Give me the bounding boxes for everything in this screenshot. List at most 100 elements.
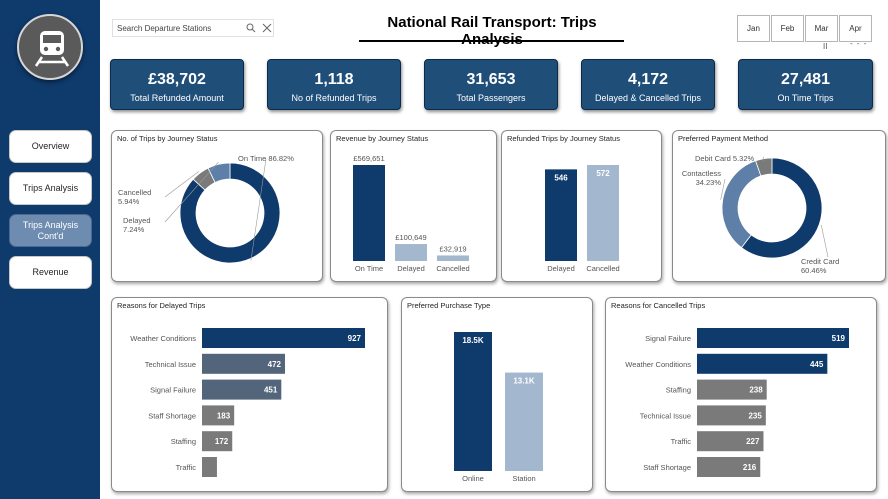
chart-title: Revenue by Journey Status [336, 134, 429, 143]
kpi-value: 31,653 [466, 71, 516, 88]
category-label-signal-failure: Signal Failure [645, 334, 691, 343]
bar-delayed [395, 244, 427, 261]
payment-method-card: Preferred Payment Method Credit Card 60.4… [672, 130, 886, 282]
category-label-traffic: Traffic [671, 437, 692, 446]
month-apr-button[interactable]: Apr [839, 15, 872, 42]
nav-trips-analysis-contd-label: Trips Analysis Cont'd [22, 219, 79, 241]
category-label-cancelled: Cancelled [436, 264, 469, 273]
bar-value-signal-failure: 519 [832, 334, 846, 343]
bar-signal-failure [202, 379, 282, 400]
donut-slice-on-time [179, 162, 281, 264]
bar-traffic [202, 457, 217, 477]
nav-trips-analysis-button[interactable]: Trips Analysis [9, 172, 92, 205]
bar-value-traffic: 227 [746, 437, 760, 446]
bar-value-on-time: £569,651 [353, 154, 384, 163]
category-label-staffing: Staffing [666, 386, 691, 395]
bar-online [454, 332, 492, 471]
chart-title: No. of Trips by Journey Status [117, 134, 218, 143]
slice-label-debit-card: Debit Card 5.32% [695, 154, 755, 163]
refunded-by-status-bars: 546 Delayed 572 Cancelled [545, 165, 620, 273]
bar-on-time [353, 165, 385, 261]
bar-value-technical-issue: 472 [268, 360, 282, 369]
category-label-cancelled: Cancelled [586, 264, 619, 273]
kpi-on-time-trips: 27,481 On Time Trips [738, 59, 873, 110]
revenue-by-status-card: Revenue by Journey Status £569,651 On Tim… [330, 130, 497, 282]
category-label-technical-issue: Technical Issue [640, 411, 691, 420]
revenue-by-status-bars: £569,651 On Time £100,649 Delayed £32,919 Can… [353, 154, 470, 273]
category-label-weather-conditions: Weather Conditions [625, 360, 691, 369]
month-mar-button[interactable]: Mar [805, 15, 838, 42]
kpi-label: On Time Trips [777, 93, 834, 103]
chart-title: Preferred Payment Method [678, 134, 769, 143]
category-label-traffic: Traffic [176, 463, 197, 472]
kpi-total-refunded-amount: £38,702 Total Refunded Amount [110, 59, 244, 110]
leader-line-cancelled [164, 171, 200, 198]
kpi-label: Delayed & Cancelled Trips [594, 93, 702, 103]
bar-staff-shortage [202, 405, 235, 426]
category-label-technical-issue: Technical Issue [145, 360, 196, 369]
bar-value-staffing: 238 [749, 386, 763, 395]
kpi-value: 27,481 [781, 71, 830, 88]
refunded-by-status-card: Refunded Trips by Journey Status 546 Dela… [501, 130, 662, 282]
delay-reasons-bars: Weather Conditions 927 Technical Issue 472 S… [130, 328, 365, 477]
bar-value-signal-failure: 451 [264, 386, 278, 395]
category-label-staffing: Staffing [171, 437, 196, 446]
month-feb-button[interactable]: Feb [771, 15, 804, 42]
bar-value-delayed: 546 [554, 173, 568, 182]
bar-cancelled [587, 165, 619, 261]
leader-line-contactless [720, 178, 726, 200]
slice-value-delayed: 7.24% [123, 225, 145, 234]
kpi-label: No of Refunded Trips [291, 93, 377, 103]
search-icon[interactable] [246, 23, 256, 33]
slice-label-delayed: Delayed [123, 216, 151, 225]
category-label-delayed: Delayed [397, 264, 425, 273]
leader-line-credit-card [820, 224, 829, 258]
bar-station [505, 372, 543, 471]
nav-trips-analysis-contd-button[interactable]: Trips Analysis Cont'd [9, 214, 92, 247]
category-label-station: Station [512, 474, 535, 483]
bar-technical-issue [202, 353, 285, 374]
nav-revenue-button[interactable]: Revenue [9, 256, 92, 289]
kpi-value: 4,172 [627, 71, 669, 88]
bar-value-cancelled: £32,919 [439, 244, 466, 253]
nav-overview-button[interactable]: Overview [9, 130, 92, 163]
clear-icon[interactable] [262, 23, 272, 33]
category-label-weather-conditions: Weather Conditions [130, 334, 196, 343]
chart-title: Refunded Trips by Journey Status [507, 134, 620, 143]
chart-title: Preferred Purchase Type [407, 301, 491, 310]
month-jan-button[interactable]: Jan [737, 15, 770, 42]
cancel-reasons-bars: Signal Failure 519 Weather Conditions 445 St… [625, 328, 849, 477]
train-icon [34, 31, 70, 67]
kpi-label: Total Refunded Amount [130, 93, 224, 103]
bar-value-weather-conditions: 445 [810, 360, 824, 369]
more-options-icon[interactable]: - - - [850, 39, 868, 48]
kpi-value: £38,702 [148, 71, 206, 88]
slice-label-credit-card: Credit Card [801, 257, 839, 266]
category-label-online: Online [462, 474, 484, 483]
kpi-delayed-cancelled-trips: 4,172 Delayed & Cancelled Trips [581, 59, 715, 110]
bar-staffing [202, 431, 233, 452]
category-label-staff-shortage: Staff Shortage [643, 463, 691, 472]
slicer-overflow-indicator[interactable]: II [823, 42, 828, 51]
bar-technical-issue [697, 405, 766, 426]
sidebar: Overview Trips Analysis Trips Analysis C… [0, 0, 100, 499]
bar-value-weather-conditions: 927 [348, 334, 362, 343]
kpi-label: Total Passengers [456, 93, 526, 103]
nav-trips-analysis-label: Trips Analysis [22, 183, 79, 193]
bar-value-cancelled: 572 [596, 169, 610, 178]
bar-signal-failure [697, 328, 849, 348]
bar-cancelled [437, 255, 469, 261]
bar-traffic [697, 431, 764, 452]
cancel-reasons-card: Reasons for Cancelled Trips Signal Failu… [605, 297, 877, 492]
donut-slice-credit-card [740, 157, 823, 259]
bar-staff-shortage [697, 457, 761, 477]
search-input[interactable]: Search Departure Stations [112, 19, 274, 37]
bar-staffing [697, 379, 767, 400]
slice-value-contactless: 34.23% [696, 178, 722, 187]
page-title: National Rail Transport: Trips Analysis [387, 14, 597, 48]
chart-title: Reasons for Delayed Trips [117, 301, 206, 310]
donut-slice-contactless [721, 160, 762, 249]
purchase-type-card: Preferred Purchase Type 18.5K Online 13.1K… [401, 297, 593, 492]
slice-value-cancelled: 5.94% [118, 197, 140, 206]
